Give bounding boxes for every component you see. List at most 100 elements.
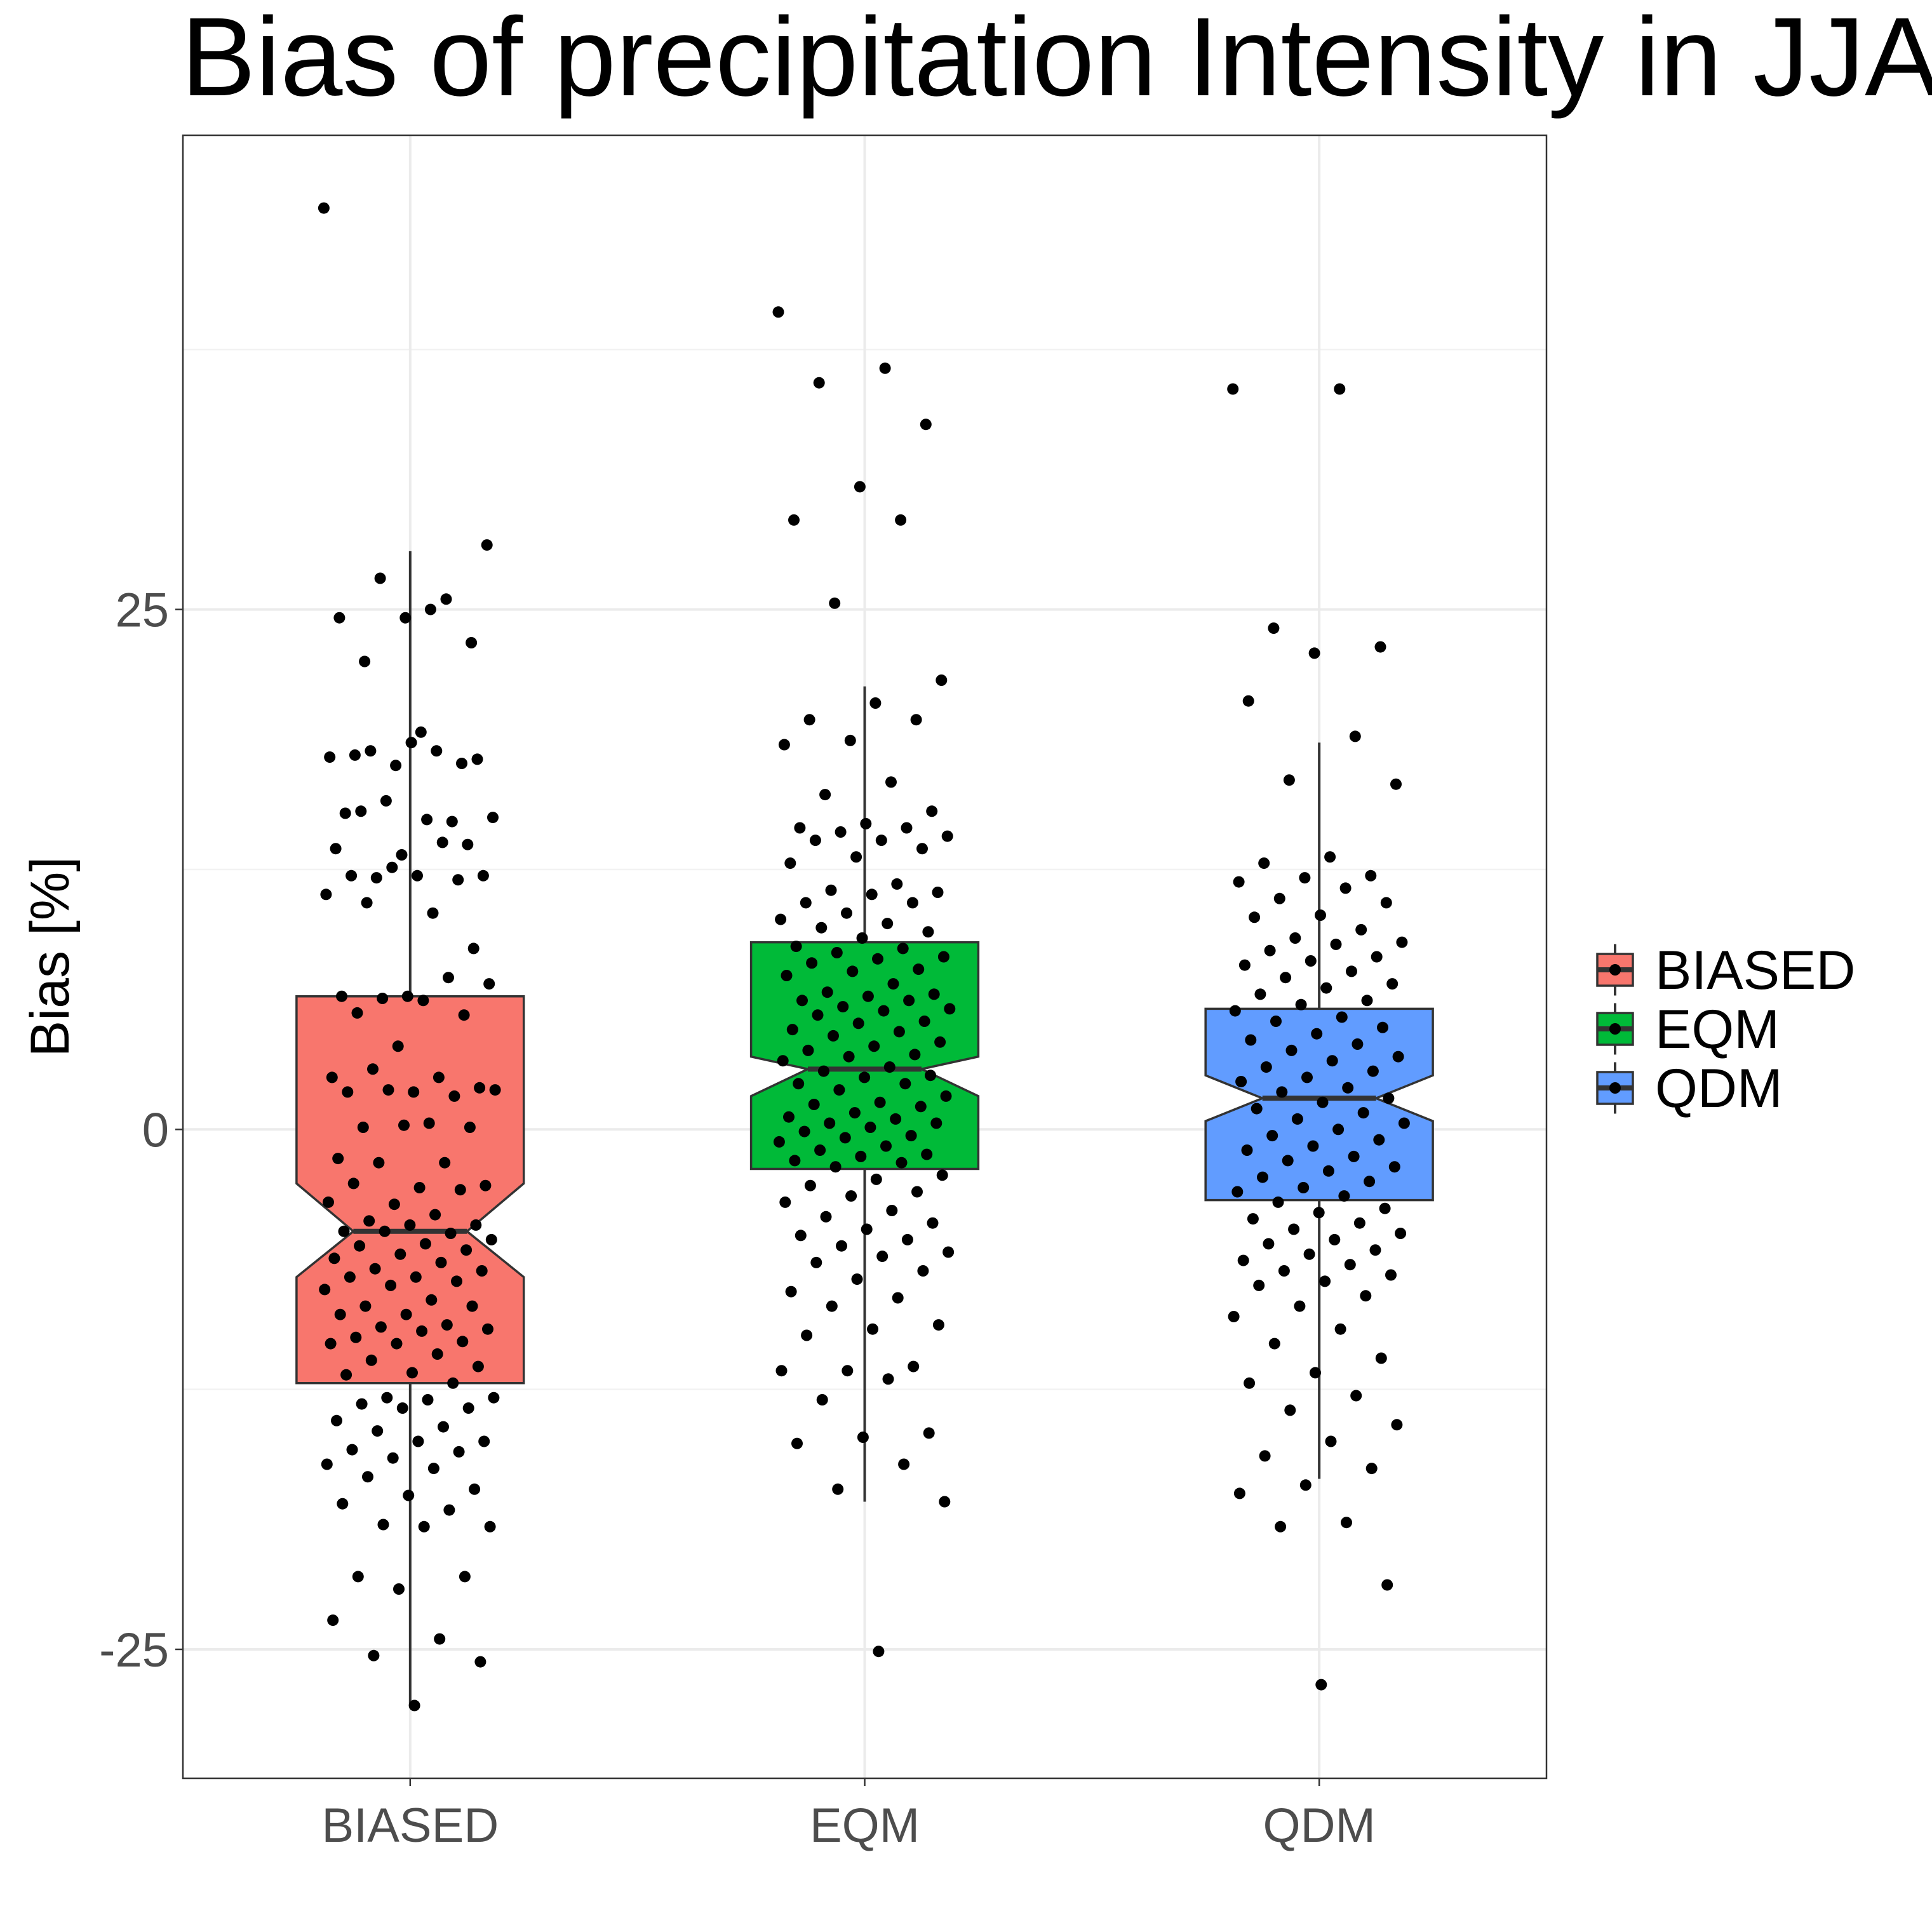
data-point bbox=[891, 878, 903, 890]
data-point bbox=[886, 1205, 898, 1216]
data-point bbox=[336, 990, 347, 1002]
data-point bbox=[467, 943, 480, 955]
data-point bbox=[1251, 1103, 1263, 1115]
data-point bbox=[1322, 1165, 1334, 1177]
data-point bbox=[836, 1240, 847, 1252]
data-point bbox=[1238, 959, 1251, 971]
data-point bbox=[357, 1122, 369, 1133]
data-point bbox=[1357, 1107, 1369, 1119]
data-point bbox=[337, 1498, 349, 1510]
data-point bbox=[381, 1392, 393, 1404]
data-point bbox=[1373, 1134, 1385, 1146]
data-point bbox=[786, 1024, 798, 1036]
x-tick-label: BIASED bbox=[321, 1799, 499, 1853]
data-point bbox=[850, 851, 862, 863]
data-point bbox=[1365, 1463, 1378, 1475]
data-point bbox=[393, 1583, 405, 1595]
data-point bbox=[783, 1111, 795, 1123]
data-point bbox=[1349, 730, 1361, 742]
data-point bbox=[1391, 1419, 1403, 1431]
legend-label-eqm: EQM bbox=[1655, 999, 1780, 1060]
data-point bbox=[798, 1125, 810, 1137]
data-point bbox=[806, 957, 818, 969]
data-point bbox=[1233, 876, 1245, 888]
data-point bbox=[385, 1279, 397, 1291]
data-point bbox=[399, 612, 412, 624]
data-point bbox=[896, 1157, 908, 1169]
data-point bbox=[447, 1377, 459, 1389]
data-point bbox=[820, 1211, 832, 1223]
data-point bbox=[396, 849, 408, 861]
data-point bbox=[918, 1016, 930, 1027]
data-point bbox=[391, 1338, 403, 1350]
data-point bbox=[866, 889, 878, 901]
data-point bbox=[868, 1040, 880, 1052]
data-point bbox=[1245, 1034, 1257, 1046]
data-point bbox=[814, 1144, 826, 1156]
data-point bbox=[427, 907, 439, 919]
data-point bbox=[443, 1504, 455, 1516]
data-point bbox=[791, 1437, 803, 1449]
data-point bbox=[471, 753, 483, 765]
data-point bbox=[1385, 1269, 1397, 1281]
data-point bbox=[394, 1248, 406, 1260]
data-point bbox=[458, 1009, 470, 1021]
data-point bbox=[1247, 1213, 1259, 1225]
data-point bbox=[839, 1132, 851, 1144]
legend-label-biased: BIASED bbox=[1655, 940, 1855, 1001]
data-point bbox=[464, 1122, 476, 1133]
data-point bbox=[426, 1294, 438, 1306]
data-point bbox=[1390, 778, 1402, 790]
data-point bbox=[821, 986, 833, 998]
point-layer bbox=[318, 202, 1410, 1712]
data-point bbox=[1270, 1016, 1282, 1027]
data-point bbox=[485, 1233, 497, 1245]
data-point bbox=[338, 1225, 350, 1237]
box-eqm bbox=[749, 941, 980, 1171]
data-point bbox=[794, 822, 806, 834]
data-point bbox=[377, 993, 389, 1004]
data-point bbox=[890, 1113, 902, 1125]
data-point bbox=[773, 1136, 785, 1148]
data-point bbox=[408, 1700, 420, 1712]
data-point bbox=[474, 1082, 486, 1094]
data-point bbox=[488, 1392, 500, 1404]
data-point bbox=[354, 1240, 366, 1252]
data-point bbox=[937, 951, 949, 963]
data-point bbox=[318, 202, 330, 214]
data-point bbox=[422, 1394, 434, 1405]
data-point bbox=[351, 1007, 363, 1019]
data-point bbox=[1367, 1065, 1379, 1077]
data-point bbox=[374, 572, 386, 584]
data-point bbox=[892, 1292, 904, 1304]
x-axis: BIASED EQM QDM bbox=[321, 1778, 1376, 1853]
data-point bbox=[404, 1219, 416, 1231]
data-point bbox=[934, 1036, 946, 1048]
data-point bbox=[431, 745, 443, 757]
data-point bbox=[932, 887, 944, 898]
data-point bbox=[435, 1256, 447, 1268]
data-point bbox=[872, 953, 883, 965]
data-point bbox=[346, 1444, 358, 1456]
data-point bbox=[940, 1090, 952, 1102]
data-point bbox=[469, 1483, 481, 1495]
data-point bbox=[882, 1373, 894, 1385]
data-point bbox=[875, 835, 887, 847]
data-point bbox=[1395, 1228, 1407, 1239]
data-point bbox=[860, 817, 872, 829]
data-point bbox=[808, 1099, 820, 1110]
data-point bbox=[833, 1084, 845, 1096]
data-point bbox=[803, 714, 815, 726]
data-point bbox=[928, 988, 940, 1000]
data-point bbox=[1233, 1487, 1245, 1499]
data-point bbox=[324, 751, 336, 763]
data-point bbox=[1369, 1244, 1381, 1256]
data-point bbox=[810, 1256, 822, 1268]
data-point bbox=[1350, 1390, 1362, 1402]
data-point bbox=[1231, 1186, 1244, 1198]
data-point bbox=[789, 1155, 801, 1167]
data-point bbox=[826, 1300, 838, 1312]
data-point bbox=[779, 1196, 791, 1208]
data-point bbox=[410, 1271, 422, 1283]
